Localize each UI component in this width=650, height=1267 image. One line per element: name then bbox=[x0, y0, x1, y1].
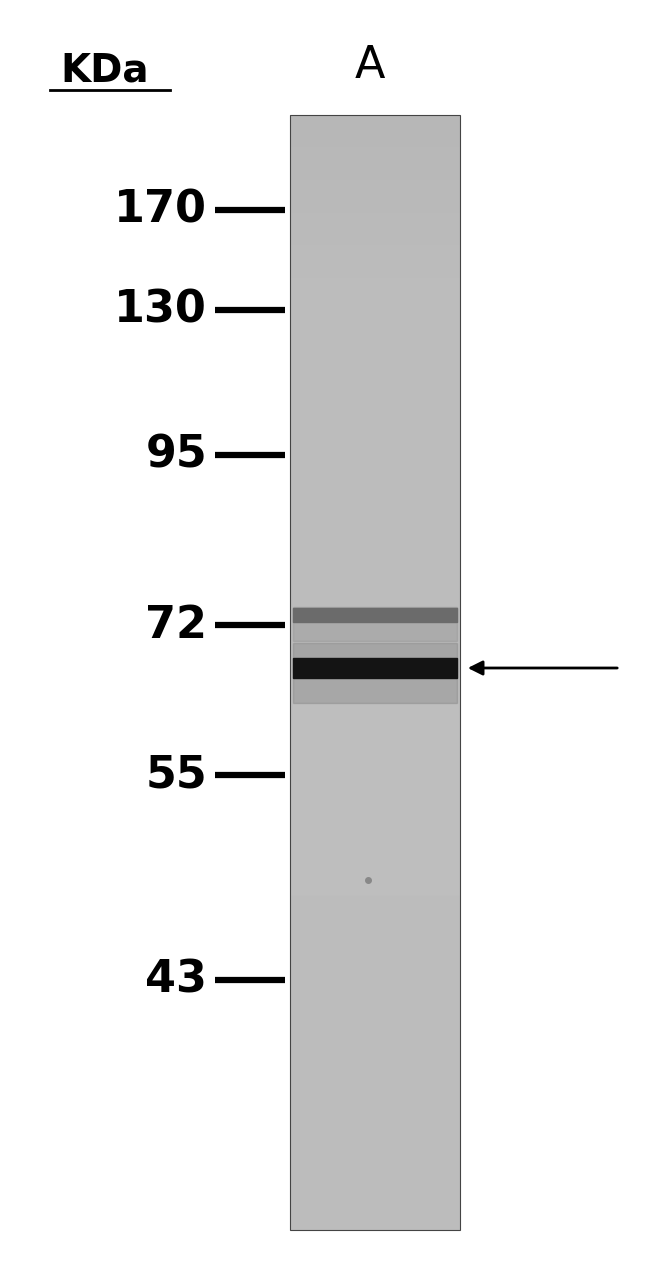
Bar bbox=[293, 658, 457, 678]
Text: 43: 43 bbox=[145, 959, 207, 1001]
Text: KDa: KDa bbox=[60, 51, 150, 89]
Text: 55: 55 bbox=[145, 754, 207, 797]
Text: 130: 130 bbox=[114, 289, 207, 332]
Text: 95: 95 bbox=[145, 433, 207, 476]
Bar bbox=[290, 115, 460, 1230]
Bar bbox=[293, 642, 457, 703]
Text: 170: 170 bbox=[114, 189, 207, 232]
Text: 72: 72 bbox=[145, 603, 207, 646]
Bar bbox=[293, 607, 457, 641]
Bar bbox=[293, 608, 457, 622]
Text: A: A bbox=[355, 43, 385, 86]
